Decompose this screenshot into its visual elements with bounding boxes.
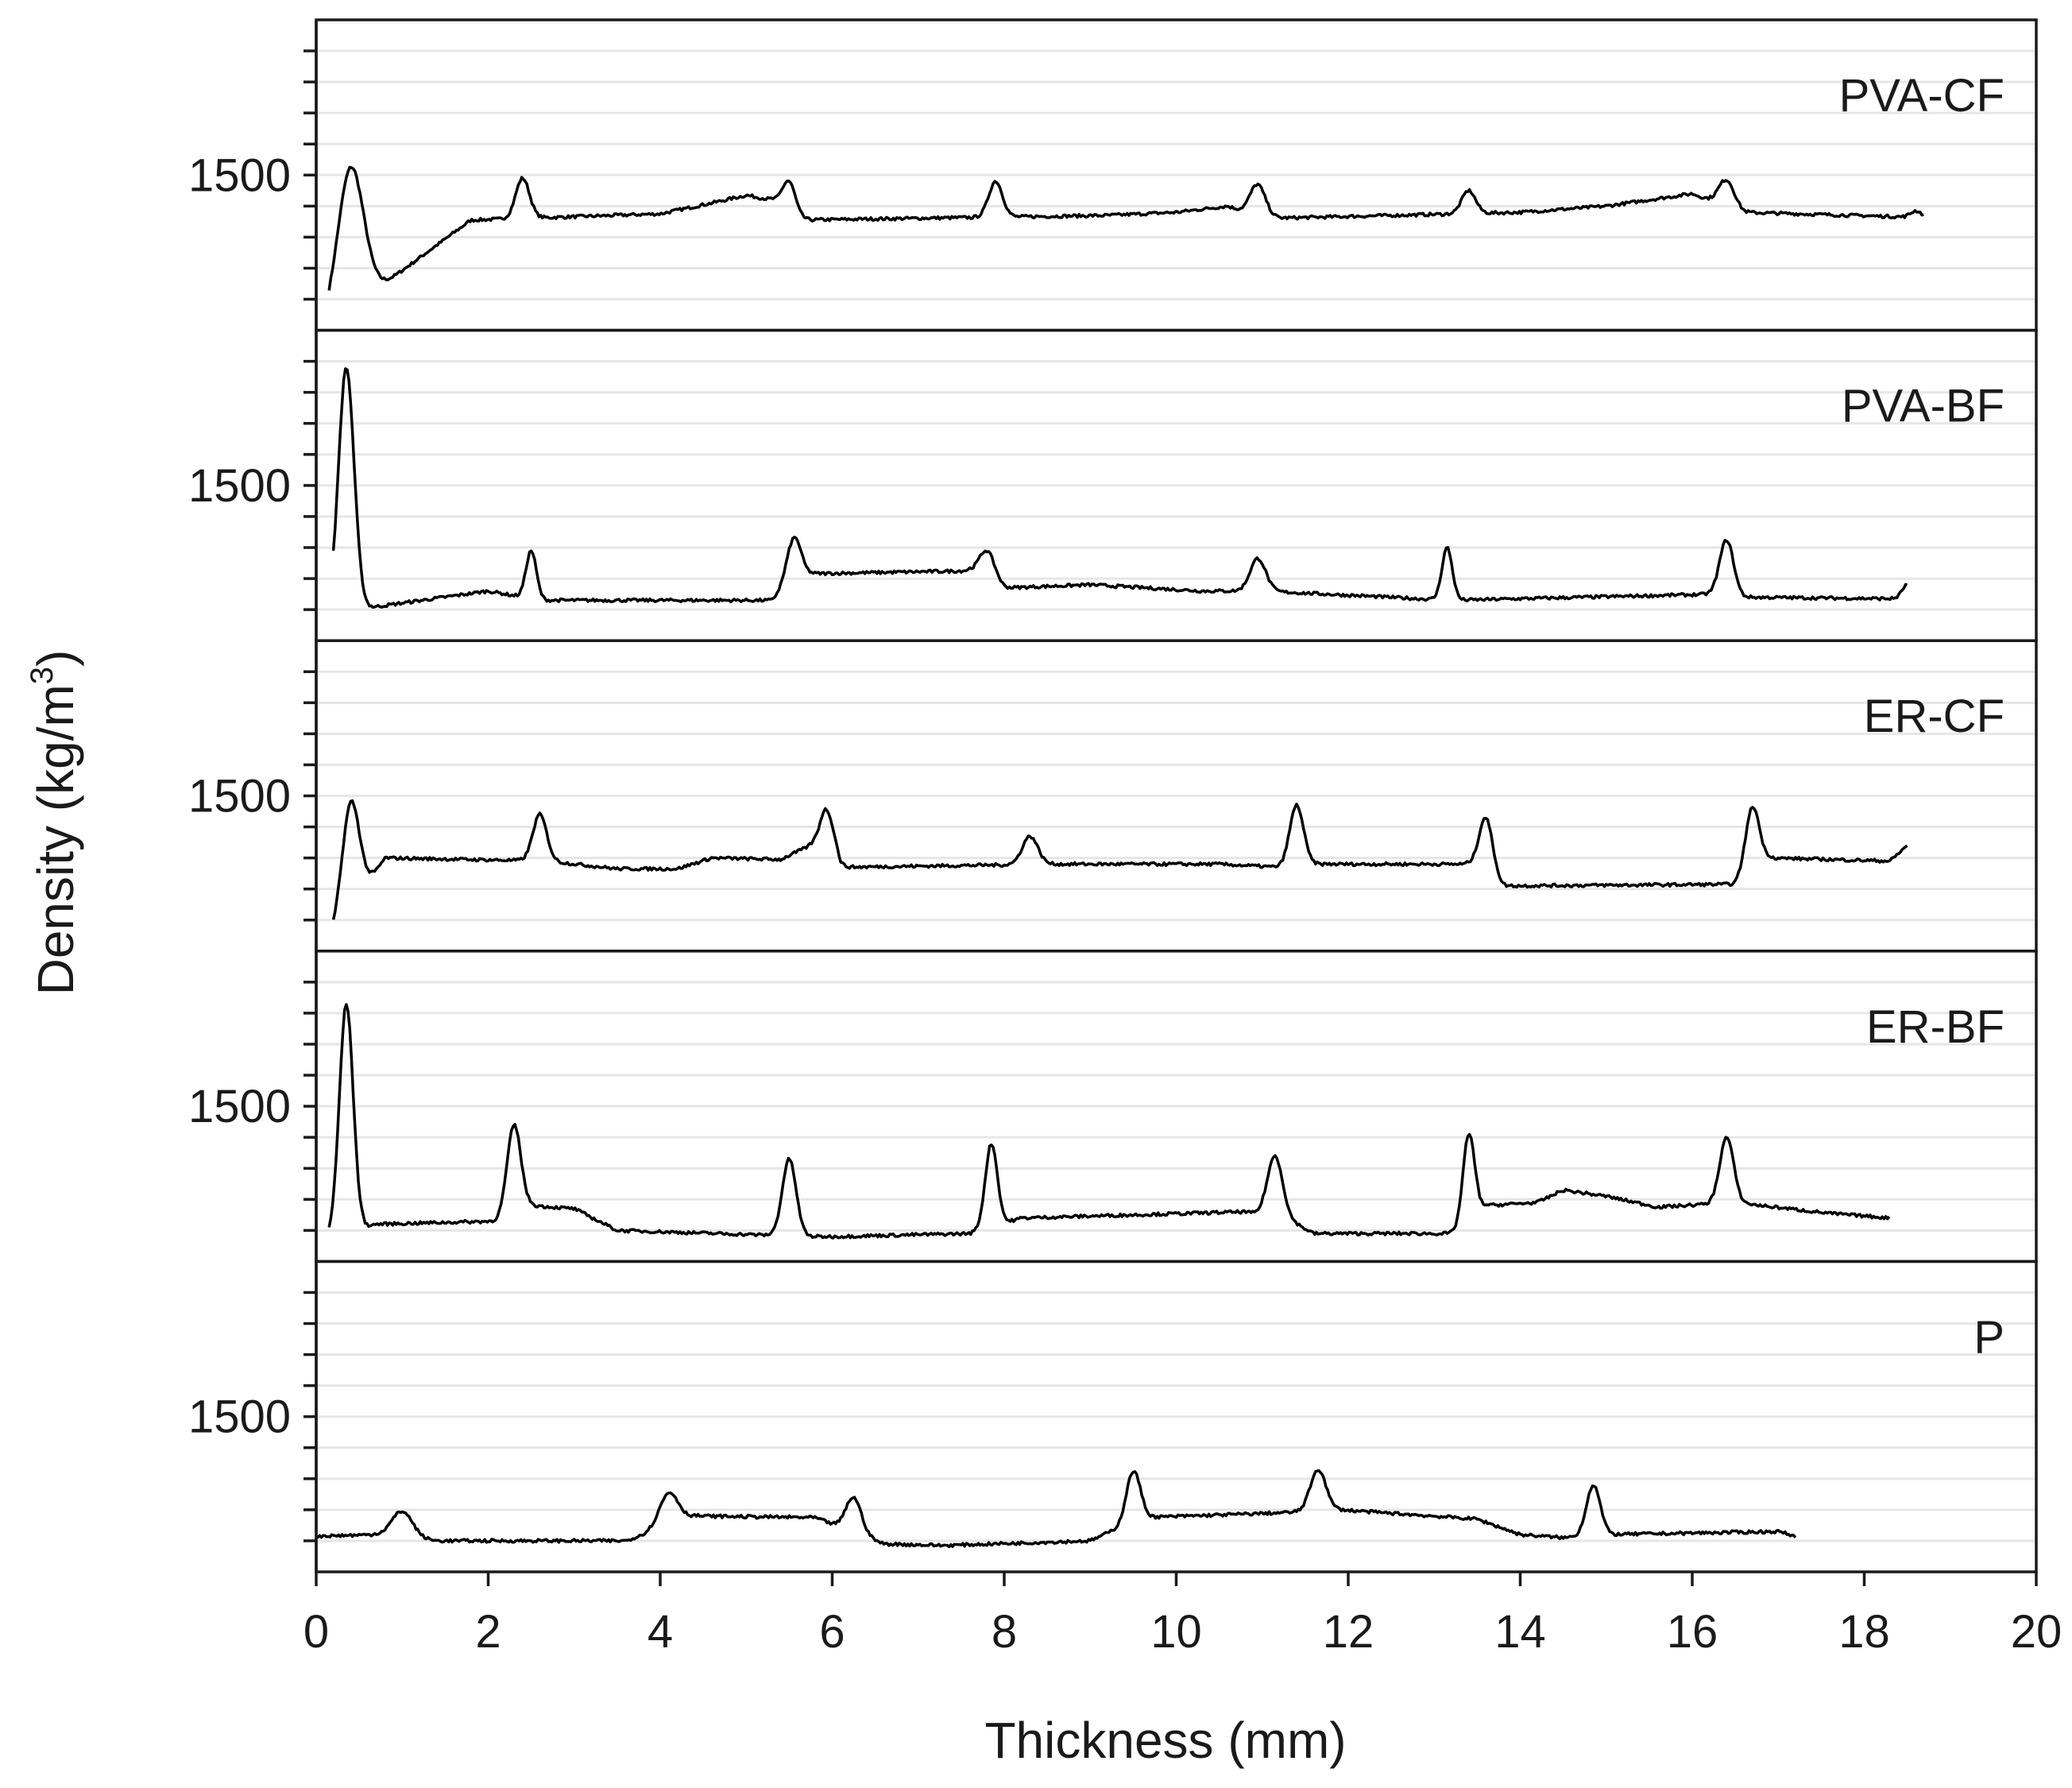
y-tick-label-1500: 1500 [188, 460, 291, 512]
panel-label: ER-CF [1864, 691, 2004, 742]
y-axis-title: Density (kg/m3) [25, 650, 84, 996]
series-line-er-bf [327, 1003, 1891, 1240]
y-tick-label-1500: 1500 [188, 771, 291, 822]
x-tick-label: 16 [1667, 1606, 1718, 1658]
x-tick-label: 18 [1838, 1606, 1890, 1658]
panel-p: 1500 P [188, 1260, 2038, 1573]
x-axis-title: Thickness (mm) [984, 1712, 1346, 1769]
x-tick-label: 0 [303, 1606, 329, 1658]
y-axis-title-text: Density (kg/m [27, 684, 84, 995]
x-axis: 0 2 4 6 8 10 12 14 16 18 20 [303, 20, 2062, 1658]
panel-label: ER-BF [1866, 1001, 2004, 1053]
y-axis-title-superscript: 3 [25, 667, 60, 684]
panel-er-cf: 1500 ER-CF [188, 639, 2038, 953]
x-tick-label: 2 [475, 1606, 501, 1658]
x-tick-label: 6 [819, 1606, 845, 1658]
panels-layer: 1500PVA-CF1500PVA-BF1500ER-CF1500ER-BF15… [188, 18, 2038, 1573]
series-line-pva-cf [327, 165, 1924, 291]
y-tick-label-1500: 1500 [188, 1391, 291, 1443]
panel-label: PVA-BF [1842, 381, 2004, 432]
x-tick-label: 8 [992, 1606, 1017, 1658]
panel-er-bf: 1500 ER-BF [188, 950, 2038, 1264]
series-line-er-cf [331, 799, 1908, 920]
panel-pva-bf: 1500 PVA-BF [188, 328, 2038, 642]
y-axis-title-close: ) [27, 650, 84, 667]
x-tick-label: 10 [1150, 1606, 1202, 1658]
y-tick-label-1500: 1500 [188, 149, 291, 201]
panel-label: PVA-CF [1839, 70, 2004, 122]
panel-label: P [1973, 1311, 2004, 1363]
panel-pva-cf: 1500 PVA-CF [188, 18, 2038, 332]
series-line-pva-bf [331, 367, 1908, 610]
x-tick-label: 4 [648, 1606, 673, 1658]
y-tick-label-1500: 1500 [188, 1081, 291, 1132]
x-tick-label: 12 [1323, 1606, 1374, 1658]
series-line-p [315, 1469, 1797, 1549]
x-tick-label: 20 [2011, 1606, 2062, 1658]
x-tick-label: 14 [1494, 1606, 1546, 1658]
